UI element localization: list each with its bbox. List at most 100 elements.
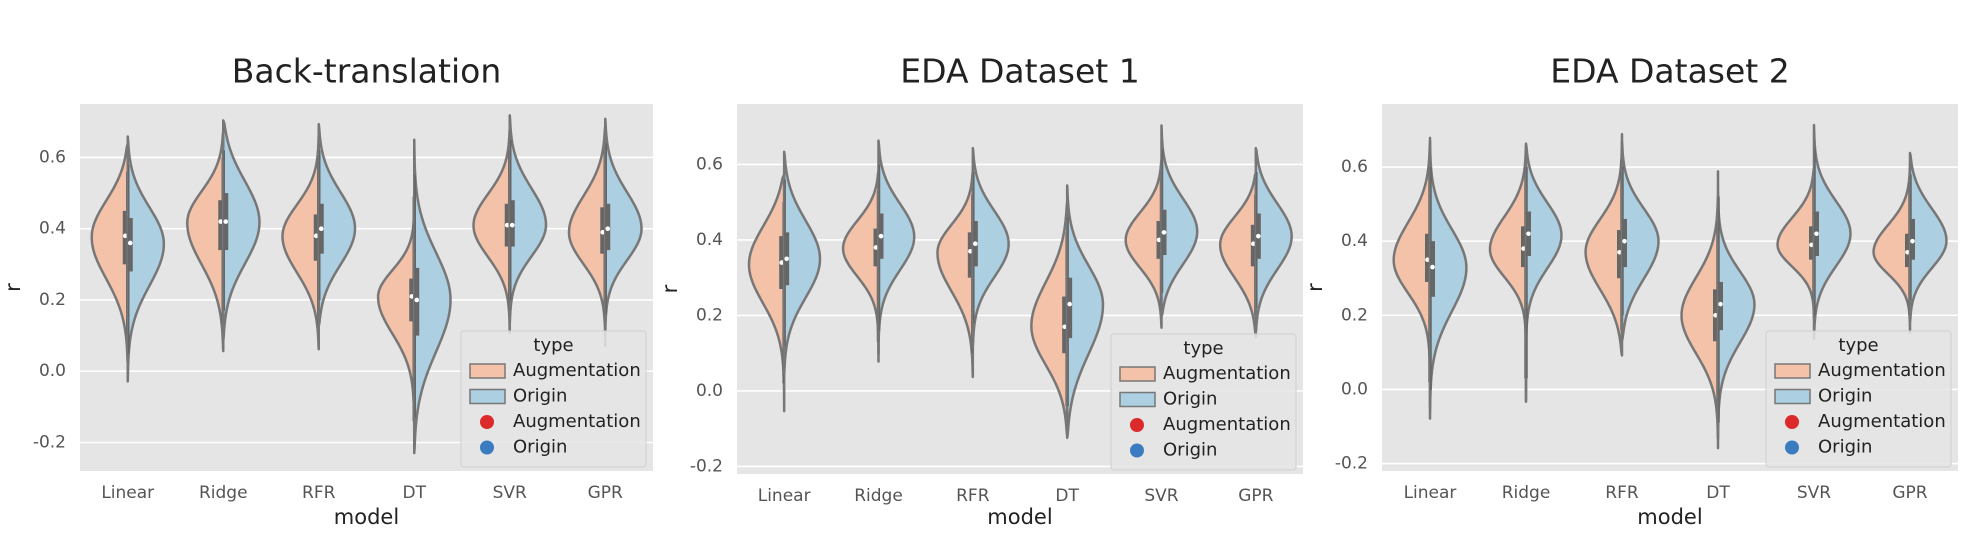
median-dot [1521,246,1526,251]
median-dot [1910,238,1915,244]
box [967,232,973,278]
median-dot [414,297,420,303]
median-dot [968,248,973,254]
chart-title: EDA Dataset 2 [1550,52,1789,91]
x-tick-label: Linear [101,483,154,503]
violin-half [281,131,320,351]
y-tick-label: 0.6 [696,154,723,174]
median-dot [784,256,789,262]
legend-swatch [1119,366,1156,382]
y-tick-label: -0.2 [33,432,66,452]
median-dot [1617,249,1622,255]
legend-label: Augmentation [1163,363,1291,384]
y-tick-label: -0.2 [1335,454,1368,474]
legend-label: Origin [1818,437,1872,458]
median-dot [1814,231,1819,237]
x-tick-label: RFR [302,483,336,503]
chart-title: EDA Dataset 1 [900,52,1139,91]
x-tick-label: SVR [1797,483,1831,503]
violin-half [508,114,548,326]
x-axis-label: model [334,505,399,529]
legend-marker [1130,443,1144,458]
violin-half [1776,166,1816,320]
x-tick-label: SVR [493,483,527,503]
violin-half [782,150,822,375]
legend-label: Origin [1163,440,1217,461]
x-tick-label: Ridge [1502,483,1551,503]
median-dot [1161,230,1167,235]
x-tick-label: GPR [1238,486,1273,506]
panel: -0.2 0.0 0.2 0.4 0.6 EDA Dataset 2 model r Linea… [1303,52,1958,529]
median-dot [223,219,229,224]
median-dot [1062,324,1067,330]
box [409,278,415,322]
chart-title: Back-translation [232,52,501,91]
legend-box [1110,333,1297,471]
y-axis-label: r [658,284,682,293]
legend-marker [1130,418,1144,432]
x-tick-label: RFR [956,486,990,506]
y-tick-label: 0.2 [1341,305,1368,325]
median-dot [218,219,224,224]
median-dot [1526,231,1531,237]
violin-half [1524,142,1563,403]
x-tick-label: Ridge [854,486,903,506]
median-dot [504,222,510,228]
violin-half [186,130,225,353]
median-dot [318,226,324,232]
violin-half [1812,123,1852,340]
violin-half [222,119,261,342]
violin-half [1030,201,1069,438]
y-tick-label: -0.2 [690,456,723,476]
legend-marker [1785,415,1799,429]
x-tick-label: GPR [1892,483,1927,503]
legend-label: Augmentation [513,360,641,381]
median-dot [779,260,784,265]
legend-label: Augmentation [1818,411,1946,432]
x-tick-label: GPR [588,483,623,503]
median-dot [1718,301,1723,307]
panel: -0.2 0.0 0.2 0.4 0.6 Back-translation model r Li… [1,52,653,529]
x-tick-label: DT [403,483,427,503]
x-tick-label: RFR [1605,483,1639,503]
median-dot [1809,242,1814,248]
x-tick-label: Linear [758,486,811,506]
y-axis-label: r [1,283,25,292]
y-tick-label: 0.0 [696,381,723,401]
median-dot [1256,233,1261,239]
y-axis-label: r [1303,283,1327,292]
legend-marker [480,440,494,455]
violin-half [1620,140,1660,342]
median-dot [409,294,415,299]
violin-half [90,142,129,365]
median-dot [873,245,879,250]
legend-marker [480,415,494,429]
median-dot [600,229,606,235]
median-dot [127,240,133,246]
median-dot [1430,264,1435,270]
median-dot [1622,238,1627,244]
median-dot [1156,237,1162,243]
median-dot [122,233,128,239]
median-dot [1067,301,1072,307]
median-dot [973,241,978,246]
legend-swatch [469,388,506,405]
y-tick-label: 0.4 [696,230,723,250]
violin-half [936,169,975,379]
y-tick-label: 0.4 [39,219,66,239]
legend-box [1765,330,1952,468]
y-tick-label: 0.6 [1341,157,1368,177]
median-dot [509,222,515,228]
x-axis-label: model [987,505,1052,529]
y-tick-label: 0.4 [1341,231,1368,251]
median-dot [605,226,611,232]
legend-swatch [1774,388,1811,405]
legend-swatch [469,363,506,379]
violin-half [1065,184,1105,440]
x-tick-label: DT [1706,483,1730,503]
legend-swatch [1119,391,1156,408]
panel: -0.2 0.0 0.2 0.4 0.6 EDA Dataset 1 model r Linea… [658,52,1303,529]
y-tick-label: 0.6 [39,147,66,167]
